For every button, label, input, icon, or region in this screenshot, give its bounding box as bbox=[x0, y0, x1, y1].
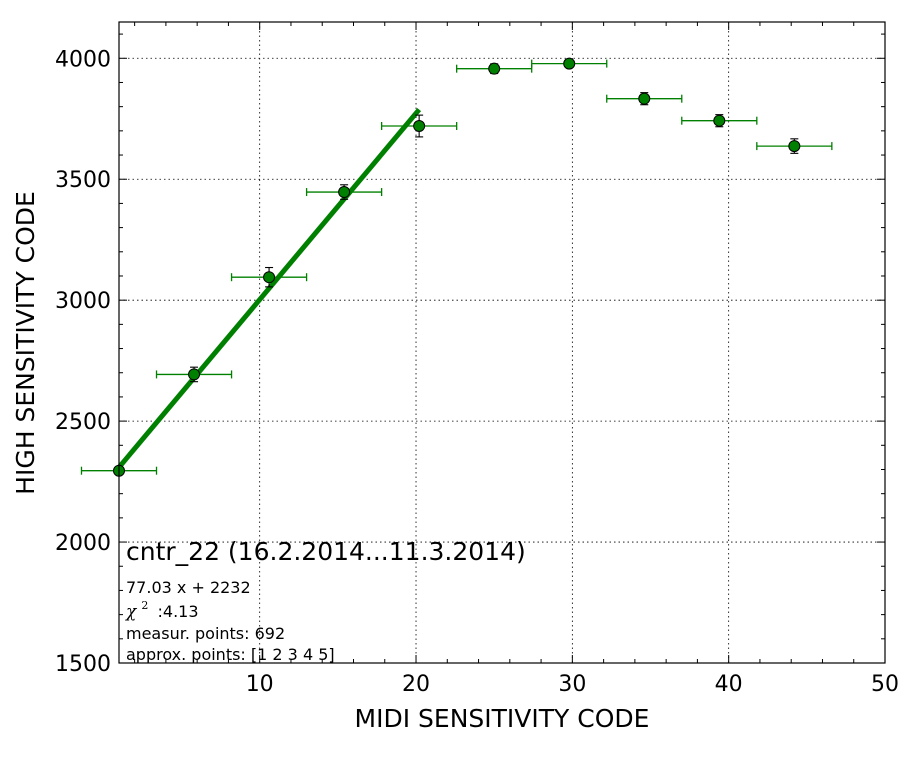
annotation-chi-line: χ 2 :4.13 bbox=[125, 594, 199, 622]
plot-frame bbox=[118, 21, 886, 664]
chi-value: :4.13 bbox=[158, 602, 199, 621]
data-point bbox=[788, 140, 801, 153]
y-tick-label: 2000 bbox=[55, 531, 111, 556]
data-point bbox=[713, 114, 726, 127]
fit-line bbox=[117, 107, 422, 469]
grid bbox=[119, 22, 885, 663]
annotation-measur-points: measur. points: 692 bbox=[126, 624, 285, 643]
annotation-equation: 77.03 x + 2232 bbox=[126, 578, 251, 597]
x-tick-label: 50 bbox=[871, 672, 899, 697]
data-point-group bbox=[681, 114, 758, 128]
data-point-group bbox=[155, 366, 233, 383]
annotation-approx-points: approx. points: [1 2 3 4 5] bbox=[126, 645, 335, 664]
y-tick-label: 3500 bbox=[55, 168, 111, 193]
data-point-group bbox=[456, 62, 533, 75]
x-tick-label: 40 bbox=[715, 672, 743, 697]
y-axis-label: HIGH SENSITIVITY CODE bbox=[11, 191, 40, 495]
data-point bbox=[488, 62, 501, 75]
data-point-group bbox=[756, 138, 833, 154]
y-tick-label: 4000 bbox=[55, 47, 111, 72]
x-tick-label: 20 bbox=[402, 672, 430, 697]
fit-layer bbox=[117, 107, 422, 469]
y-tick-label: 3000 bbox=[55, 289, 111, 314]
data-point-group bbox=[606, 92, 683, 106]
annotation-title: cntr_22 (16.2.2014...11.3.2014) bbox=[126, 537, 526, 566]
data-point bbox=[638, 92, 651, 105]
y-tick-label: 2500 bbox=[55, 410, 111, 435]
data-point bbox=[563, 57, 576, 70]
y-tick-labels: 1500 2000 2500 3000 3500 4000 bbox=[55, 47, 111, 677]
data-point bbox=[263, 271, 276, 284]
x-axis-label: MIDI SENSITIVITY CODE bbox=[355, 704, 650, 733]
minor-ticks bbox=[119, 22, 885, 663]
x-tick-labels: 10 20 30 40 50 bbox=[246, 672, 899, 697]
data-point bbox=[188, 368, 201, 381]
data-point-group bbox=[380, 114, 458, 138]
x-tick-label: 10 bbox=[246, 672, 274, 697]
y-tick-label: 1500 bbox=[55, 652, 111, 677]
data-point bbox=[338, 186, 351, 199]
annotation: cntr_22 (16.2.2014...11.3.2014) 77.03 x … bbox=[125, 537, 526, 664]
data-point-group bbox=[531, 57, 608, 70]
chi-exponent: 2 bbox=[141, 599, 148, 612]
x-tick-label: 30 bbox=[558, 672, 586, 697]
data-point bbox=[413, 120, 426, 133]
data-point-group bbox=[230, 266, 308, 288]
data-point-group bbox=[305, 184, 383, 200]
chi-symbol: χ bbox=[125, 602, 138, 622]
